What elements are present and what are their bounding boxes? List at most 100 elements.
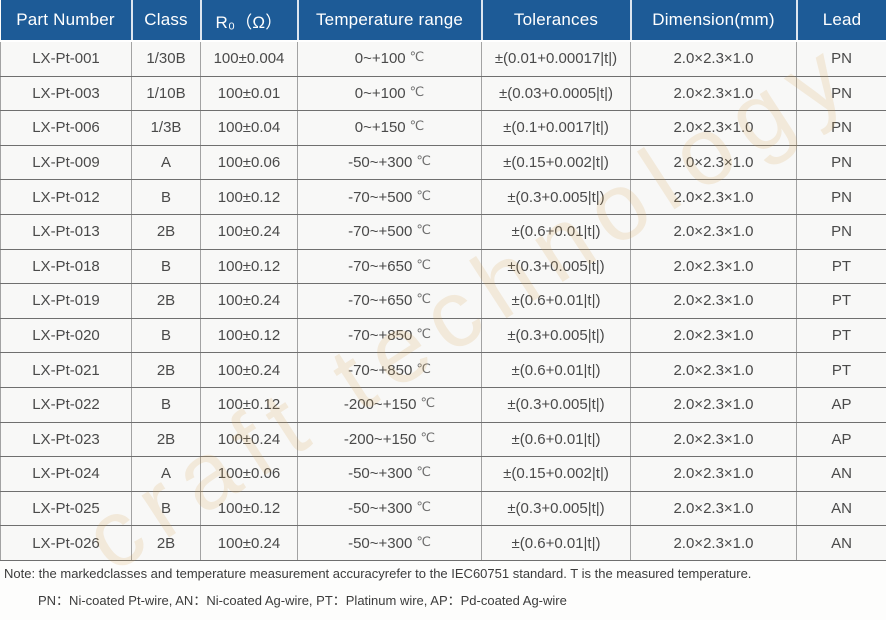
temperature-range-cell: -50~+300 ℃: [297, 456, 482, 492]
celsius-unit: ℃: [416, 464, 431, 480]
class-cell: 1/30B: [131, 41, 201, 77]
dimension-cell: 2.0×2.3×1.0: [630, 41, 797, 77]
col-header-tolerances: Tolerances: [481, 0, 632, 42]
r0-cell: 100±0.06: [200, 144, 298, 181]
r0-cell: 100±0.24: [200, 525, 298, 561]
temperature-range-value: -50~+300: [348, 534, 413, 552]
tolerance-cell: ±(0.3+0.005|t|): [481, 490, 631, 527]
temperature-range-value: -70~+850: [348, 327, 413, 345]
r0-cell: 100±0.24: [200, 283, 298, 319]
temperature-range-cell: 0~+150 ℃: [297, 110, 482, 146]
table-row: LX-Pt-009 A 100±0.06 -50~+300 ℃ ±(0.15+0.002|…: [0, 144, 886, 181]
r0-cell: 100±0.12: [200, 179, 298, 215]
col-header-part-number: Part Number: [0, 0, 133, 42]
dimension-cell: 2.0×2.3×1.0: [630, 144, 797, 181]
dimension-cell: 2.0×2.3×1.0: [630, 525, 797, 561]
dimension-cell: 2.0×2.3×1.0: [630, 386, 797, 423]
table-row: LX-Pt-018 B 100±0.12 -70~+650 ℃ ±(0.3+0.005|t…: [0, 248, 886, 285]
r0-cell: 100±0.12: [200, 248, 298, 285]
lead-cell: AN: [796, 490, 886, 527]
temperature-range-value: -70~+650: [348, 292, 413, 310]
temperature-range-cell: -70~+650 ℃: [297, 248, 482, 285]
celsius-unit: ℃: [420, 429, 436, 445]
tolerance-cell: ±(0.6+0.01|t|): [481, 421, 631, 458]
table-row: LX-Pt-024 A 100±0.06 -50~+300 ℃ ±(0.15+0.002|…: [0, 456, 886, 492]
header-row: Part Number Class R₀（Ω） Temperature rang…: [0, 0, 886, 42]
tolerance-cell: ±(0.3+0.005|t|): [481, 248, 631, 285]
lead-cell: AN: [796, 456, 886, 492]
class-cell: A: [131, 144, 201, 181]
col-header-dimension: Dimension(mm): [630, 0, 798, 42]
tolerance-cell: ±(0.6+0.01|t|): [481, 213, 631, 250]
table-row: LX-Pt-001 1/30B 100±0.004 0~+100 ℃ ±(0.01+0.0…: [0, 41, 886, 77]
part-number-cell: LX-Pt-026: [0, 525, 132, 561]
tolerance-cell: ±(0.1+0.0017|t|): [481, 110, 631, 146]
temperature-range-cell: -50~+300 ℃: [297, 490, 482, 527]
lead-cell: AP: [796, 386, 886, 423]
temperature-range-value: -70~+850: [348, 361, 413, 379]
class-cell: 2B: [131, 213, 201, 250]
temperature-range-cell: -200~+150 ℃: [297, 421, 482, 458]
table-row: LX-Pt-020 B 100±0.12 -70~+850 ℃ ±(0.3+0.005|t…: [0, 317, 886, 354]
dimension-cell: 2.0×2.3×1.0: [630, 75, 797, 112]
dimension-cell: 2.0×2.3×1.0: [630, 421, 797, 458]
class-cell: B: [131, 386, 201, 423]
temperature-range-value: -200~+150: [343, 396, 417, 414]
footnotes: Note: the markedclasses and temperature …: [4, 565, 882, 610]
celsius-unit: ℃: [416, 533, 431, 549]
celsius-unit: ℃: [409, 83, 425, 99]
tolerance-cell: ±(0.3+0.005|t|): [481, 179, 631, 215]
class-cell: B: [131, 179, 201, 215]
temperature-range-value: -50~+300: [348, 154, 413, 172]
note-standard: Note: the markedclasses and temperature …: [4, 566, 752, 581]
part-number-cell: LX-Pt-023: [0, 421, 132, 458]
r0-cell: 100±0.01: [200, 75, 298, 112]
part-number-cell: LX-Pt-022: [0, 386, 132, 423]
part-number-cell: LX-Pt-006: [0, 110, 132, 146]
tolerance-cell: ±(0.01+0.00017|t|): [481, 41, 631, 77]
r0-cell: 100±0.24: [200, 421, 298, 458]
r0-cell: 100±0.06: [200, 456, 298, 492]
class-cell: 2B: [131, 525, 201, 561]
temperature-range-value: -200~+150: [343, 430, 417, 448]
temperature-range-value: 0~+150: [354, 119, 406, 137]
table-row: LX-Pt-006 1/3B 100±0.04 0~+150 ℃ ±(0.1+0.0017…: [0, 110, 886, 146]
tolerance-cell: ±(0.6+0.01|t|): [481, 525, 631, 561]
tolerance-cell: ±(0.03+0.0005|t|): [481, 75, 631, 112]
part-number-cell: LX-Pt-020: [0, 317, 132, 354]
class-cell: B: [131, 248, 201, 285]
dimension-cell: 2.0×2.3×1.0: [630, 317, 797, 354]
temperature-range-cell: -50~+300 ℃: [297, 144, 482, 181]
class-cell: 2B: [131, 352, 201, 388]
dimension-cell: 2.0×2.3×1.0: [630, 248, 797, 285]
table-row: LX-Pt-003 1/10B 100±0.01 0~+100 ℃ ±(0.03+0.00…: [0, 75, 886, 112]
tolerance-cell: ±(0.3+0.005|t|): [481, 317, 631, 354]
celsius-unit: ℃: [416, 256, 431, 272]
temperature-range-value: 0~+100: [354, 84, 406, 102]
lead-cell: PT: [796, 317, 886, 354]
tolerance-cell: ±(0.15+0.002|t|): [481, 144, 631, 181]
dimension-cell: 2.0×2.3×1.0: [630, 352, 797, 388]
temperature-range-value: -70~+500: [348, 188, 413, 206]
lead-cell: PN: [796, 41, 886, 77]
r0-cell: 100±0.24: [200, 213, 298, 250]
table-row: LX-Pt-019 2B 100±0.24 -70~+650 ℃ ±(0.6+0.01|t…: [0, 283, 886, 319]
table-row: LX-Pt-021 2B 100±0.24 -70~+850 ℃ ±(0.6+0.01|t…: [0, 352, 886, 388]
note-lead-legend: PN：Ni-coated Pt-wire, AN：Ni-coated Ag-wi…: [38, 593, 567, 608]
table-row: LX-Pt-022 B 100±0.12 -200~+150 ℃ ±(0.3+0.005|…: [0, 386, 886, 423]
tolerance-cell: ±(0.6+0.01|t|): [481, 283, 631, 319]
table-row: LX-Pt-026 2B 100±0.24 -50~+300 ℃ ±(0.6+0.01|t…: [0, 525, 886, 561]
celsius-unit: ℃: [416, 360, 431, 376]
celsius-unit: ℃: [416, 222, 431, 238]
temperature-range-value: -70~+650: [348, 257, 413, 275]
class-cell: B: [131, 317, 201, 354]
lead-cell: PN: [796, 213, 886, 250]
tolerance-cell: ±(0.15+0.002|t|): [481, 456, 631, 492]
part-number-cell: LX-Pt-001: [0, 41, 132, 77]
temperature-range-cell: 0~+100 ℃: [297, 75, 482, 112]
table-row: LX-Pt-013 2B 100±0.24 -70~+500 ℃ ±(0.6+0.01|t…: [0, 213, 886, 250]
dimension-cell: 2.0×2.3×1.0: [630, 490, 797, 527]
col-header-r0: R₀（Ω）: [200, 0, 299, 42]
tolerance-cell: ±(0.3+0.005|t|): [481, 386, 631, 423]
celsius-unit: ℃: [409, 118, 425, 134]
